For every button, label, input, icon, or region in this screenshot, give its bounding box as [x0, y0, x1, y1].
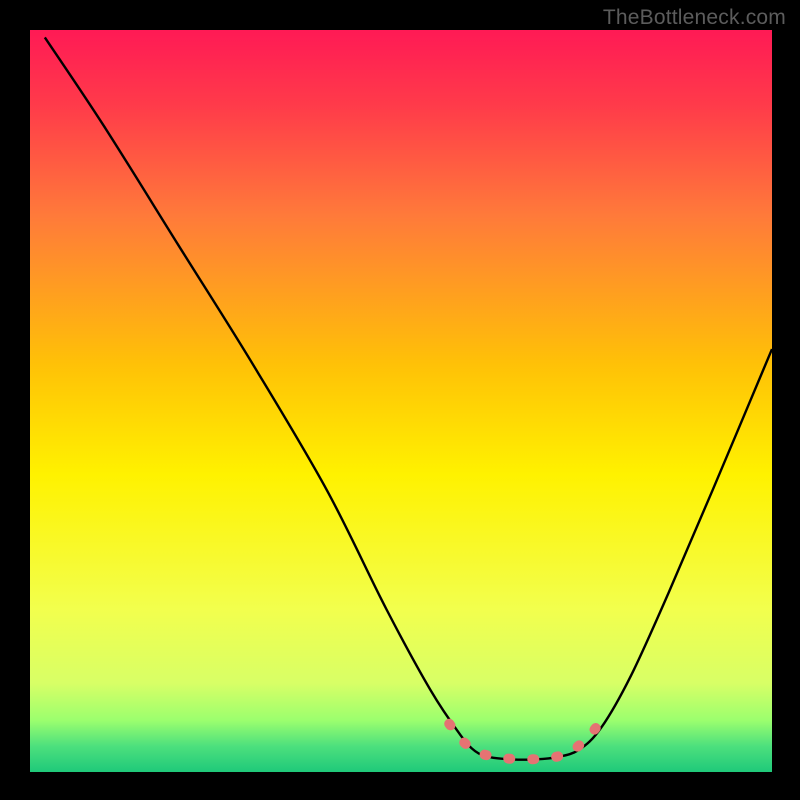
curve-layer [30, 30, 772, 772]
watermark-text: TheBottleneck.com [603, 6, 786, 30]
bottleneck-curve [45, 37, 772, 759]
plot-area [30, 30, 772, 772]
figure-canvas: TheBottleneck.com [0, 0, 800, 800]
highlight-segment [449, 720, 601, 759]
